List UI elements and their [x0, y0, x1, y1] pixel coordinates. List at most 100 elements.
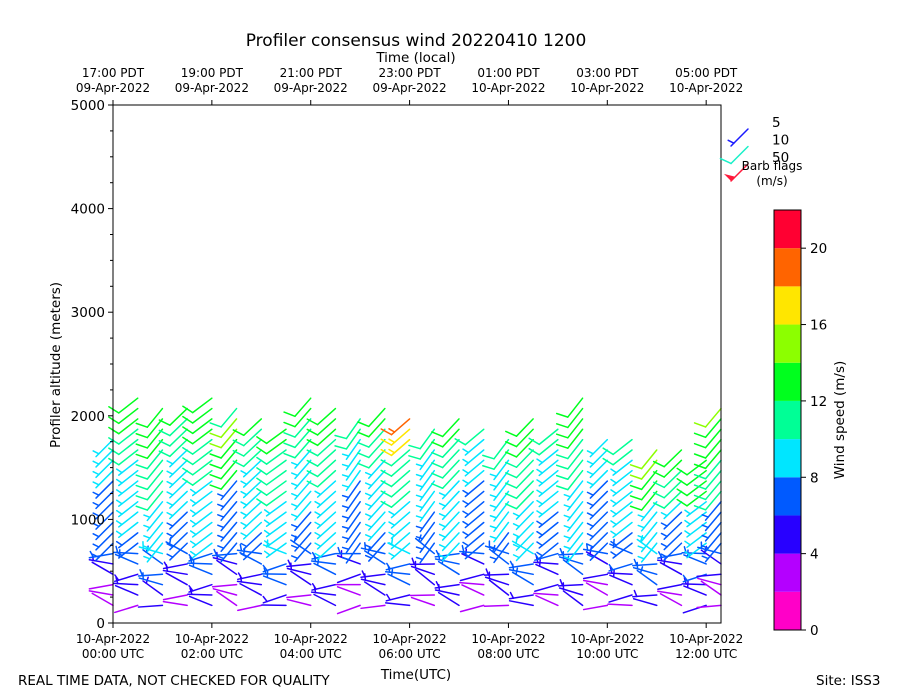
wind-barb [211, 548, 238, 557]
wind-barb [239, 583, 263, 596]
wind-barb [182, 428, 213, 445]
barb-half [92, 501, 100, 507]
wind-barb [188, 595, 213, 607]
barb-half [189, 488, 197, 494]
barb-half [438, 533, 447, 538]
barb-full [135, 505, 149, 511]
wind-barb [462, 532, 485, 550]
wind-barb [162, 594, 188, 601]
barb-half [489, 556, 498, 560]
barb-full [135, 422, 149, 428]
barb-shaft [704, 438, 722, 459]
barb-half [240, 480, 248, 486]
barb-shaft [567, 438, 584, 460]
barb-half [143, 535, 151, 539]
colorbar-bin [774, 439, 801, 478]
wind-barb [283, 397, 312, 418]
wind-barb [283, 428, 312, 449]
barb-full [306, 449, 319, 457]
wind-barb [482, 449, 510, 470]
barb-half [610, 551, 618, 557]
wind-barb [438, 511, 460, 531]
wind-barb [462, 449, 485, 467]
wind-barb [489, 542, 510, 564]
x-tick-time: 04:00 UTC [280, 647, 342, 661]
wind-barb [236, 543, 263, 555]
barb-shaft [663, 449, 683, 468]
barb-shaft [567, 449, 584, 470]
wind-barb [158, 438, 188, 458]
wind-barb [701, 501, 722, 521]
wind-barb [306, 459, 337, 478]
barb-half [563, 493, 572, 498]
barb-full [693, 463, 707, 470]
barb-full [693, 453, 707, 459]
barb-half [462, 520, 470, 526]
barb-half [637, 524, 645, 529]
barb-half [489, 525, 498, 529]
barb-half [415, 536, 424, 540]
barb-shaft [533, 592, 559, 596]
barb-half [660, 512, 668, 517]
barb-half [633, 558, 638, 567]
barb-half [701, 514, 709, 518]
barb-full [306, 439, 319, 447]
barb-shaft [114, 584, 139, 596]
barb-shaft [191, 438, 213, 455]
wind-barb [462, 459, 485, 477]
barb-full [232, 439, 245, 447]
wind-barb [534, 552, 559, 561]
wind-barb [388, 542, 411, 560]
wind-barb [166, 459, 188, 478]
barb-full [505, 482, 518, 489]
barb-full [652, 471, 665, 478]
barb-full [256, 456, 268, 465]
colorbar-bin [774, 591, 801, 630]
barb-shaft [360, 604, 386, 610]
barb-shaft [191, 407, 213, 424]
barb-half [727, 139, 735, 144]
wind-barb [582, 579, 609, 586]
barb-shaft [91, 561, 114, 576]
barb-half [217, 524, 225, 529]
barb-shaft [585, 582, 609, 596]
wind-barb [262, 563, 287, 573]
wind-barb [462, 490, 485, 508]
wind-barb [311, 551, 337, 560]
barb-full [454, 438, 467, 446]
wind-barb [209, 438, 238, 459]
wind-barb [188, 583, 213, 593]
barb-half [166, 470, 174, 475]
wind-barb [632, 558, 658, 567]
wind-barb [563, 501, 584, 522]
barb-full [431, 482, 444, 490]
barb-full [135, 453, 149, 460]
wind-barb [114, 584, 139, 596]
wind-barb [385, 593, 411, 602]
wind-barb [88, 590, 114, 596]
wind-barb [586, 490, 609, 510]
legend-units: (m/s) [756, 174, 787, 188]
barb-half [489, 535, 498, 540]
wind-barb [92, 501, 114, 520]
barb-half [166, 553, 174, 558]
quality-disclaimer: REAL TIME DATA, NOT CHECKED FOR QUALITY [18, 673, 330, 689]
barb-half [189, 519, 197, 525]
wind-barb [92, 521, 114, 541]
wind-barb [92, 438, 114, 458]
barb-shaft [368, 438, 386, 459]
wind-barb [364, 532, 386, 552]
barb-shaft [265, 438, 287, 455]
barb-shaft [363, 581, 386, 596]
wind-barb [489, 469, 510, 491]
wind-barb [283, 418, 312, 438]
barb-half [536, 510, 544, 516]
barb-shaft [239, 583, 263, 596]
barb-shaft [508, 600, 534, 607]
barb-half [610, 468, 618, 474]
barb-half [115, 499, 123, 505]
barb-half [217, 534, 225, 539]
top-tick-date: 09-Apr-2022 [76, 81, 150, 95]
barb-shaft [294, 418, 312, 438]
